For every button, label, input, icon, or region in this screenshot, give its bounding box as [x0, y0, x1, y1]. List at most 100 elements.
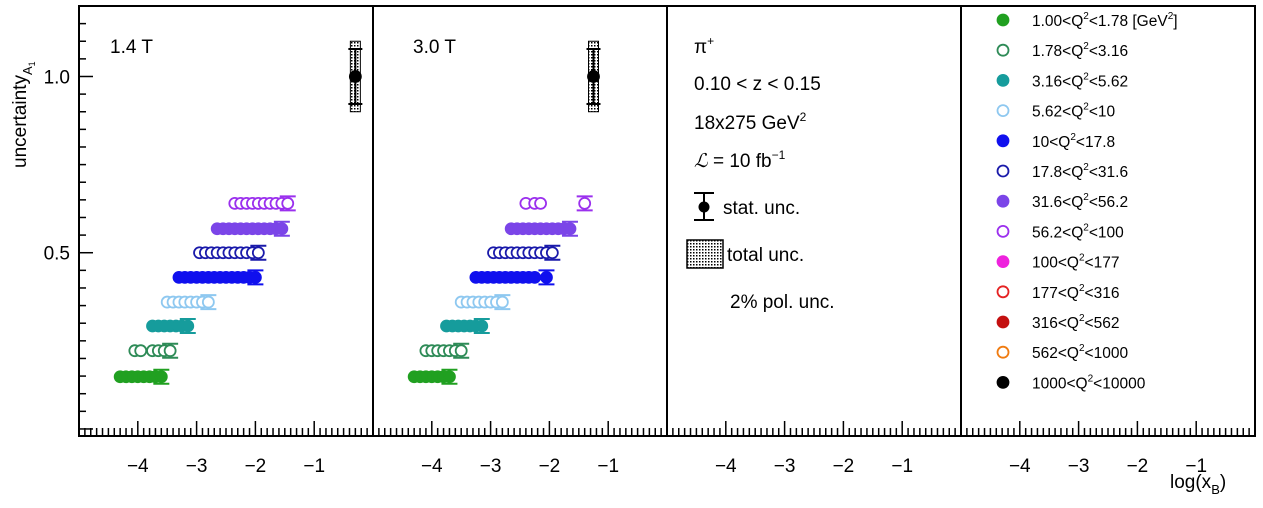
x-tick-label: −2 [539, 456, 561, 477]
legend-entry-part: 316<Q [1032, 315, 1079, 332]
legend-entry-part: <316 [1085, 285, 1120, 302]
x-tick-label: −3 [1068, 456, 1090, 477]
q2-legend: 1.00<Q2<1.78 [GeV2]1.78<Q2<3.163.16<Q2<5… [996, 11, 1178, 392]
legend-entry-part: <562 [1085, 315, 1120, 332]
legend-entry-part: 100<Q [1032, 255, 1079, 272]
info-lumi-sup: −1 [772, 148, 786, 162]
legend-entry: 100<Q2<177 [1032, 253, 1119, 272]
legend-entry-part: 1.78<Q [1032, 43, 1083, 60]
x-tick-label: −4 [421, 456, 443, 477]
y-axis-title-main: uncertainty [10, 75, 31, 168]
legend-marker [996, 194, 1010, 208]
legend-entry-part: 2 [1083, 11, 1089, 22]
data-point [578, 196, 592, 210]
legend-entry-part: <1.78 [GeV [1089, 13, 1169, 30]
total-unc-symbol [686, 239, 724, 269]
x-axis-title-main: log(x [1170, 472, 1212, 493]
data-point [563, 222, 577, 236]
legend-entry-part: <1000 [1085, 345, 1129, 362]
axis-tick-labels: −4 −3 −2 −1 −4 −3 −2 −1 −4 −3 −2 −1 −4 −3 −2 −1 0.5 1.0 [44, 67, 1207, 477]
legend-entry: 1.78<Q2<3.16 [1032, 41, 1128, 60]
panel-1-label: 1.4 T [110, 37, 153, 58]
legend-entry-part: <10000 [1093, 375, 1146, 392]
x-tick-label: −3 [186, 456, 208, 477]
info-particle-sup: + [707, 34, 714, 48]
x-tick-label: −2 [245, 456, 267, 477]
data-point [454, 344, 468, 358]
legend-marker [996, 375, 1010, 389]
y-tick-label: 1.0 [44, 67, 70, 88]
legend-entry: 10<Q2<17.8 [1032, 132, 1115, 151]
info-energy-sup: 2 [800, 110, 807, 124]
stat-unc-marker [698, 201, 710, 213]
data-point [348, 70, 362, 83]
legend-entry-part: 2 [1070, 132, 1076, 143]
data-point [163, 344, 177, 358]
legend-entry: 1.00<Q2<1.78 [GeV2] [1032, 11, 1178, 30]
legend-entry: 562<Q2<1000 [1032, 343, 1128, 362]
legend-entry-part: 17.8<Q [1032, 164, 1083, 181]
legend-entry-part: 1.00<Q [1032, 13, 1083, 30]
y-tick-label: 0.5 [44, 244, 70, 265]
legend-marker [996, 224, 1010, 238]
legend-marker [996, 134, 1010, 148]
legend-entry: 5.62<Q2<10 [1032, 102, 1116, 121]
legend-entry-part: 2 [1168, 11, 1174, 22]
data-point [181, 319, 195, 333]
legend-entry-part: ] [1173, 13, 1177, 30]
legend-entry-part: <10 [1089, 104, 1116, 121]
legend-entry-part: 2 [1083, 222, 1089, 233]
legend-marker [996, 74, 1010, 87]
total-unc-label: total unc. [727, 245, 804, 266]
x-axis-title-sub: B [1211, 482, 1220, 497]
pol-unc-label: 2% pol. unc. [730, 292, 835, 313]
legend-entry-part: 2 [1088, 373, 1094, 384]
panel-2-label: 3.0 T [413, 37, 456, 58]
x-tick-label: −1 [1185, 456, 1207, 477]
legend-entry-part: <177 [1085, 255, 1120, 272]
legend-entry-part: 2 [1079, 343, 1085, 354]
info-z-range: 0.10 < z < 0.15 [694, 74, 821, 95]
x-tick-label: −1 [303, 456, 325, 477]
legend-entry-part: 56.2<Q [1032, 224, 1083, 241]
legend-entry: 56.2<Q2<100 [1032, 222, 1124, 241]
data-point [281, 196, 295, 210]
legend-entry-part: 1000<Q [1032, 375, 1088, 392]
data-point [443, 370, 456, 384]
x-tick-label: −3 [480, 456, 502, 477]
panel-frame-4 [960, 5, 1256, 437]
legend-entry-part: 31.6<Q [1032, 194, 1083, 211]
data-point [154, 370, 168, 384]
legend-entry-part: <100 [1089, 224, 1124, 241]
x-axis-title-close: ) [1220, 472, 1226, 493]
data-point [248, 270, 262, 284]
data-point [201, 295, 215, 309]
legend-marker [996, 345, 1010, 359]
data-point [587, 70, 600, 83]
legend-entry-part: 10<Q [1032, 134, 1070, 151]
legend-entry: 17.8<Q2<31.6 [1032, 162, 1128, 181]
legend-entry-part: 2 [1083, 71, 1089, 82]
data-marks [113, 40, 601, 385]
data-point [540, 270, 553, 284]
legend-marker [996, 104, 1010, 117]
axis-ticks [78, 5, 1256, 436]
data-point [534, 196, 547, 210]
legend-entry: 177<Q2<316 [1032, 283, 1119, 302]
data-point [545, 246, 559, 260]
legend-entry-part: 2 [1079, 313, 1085, 324]
legend-marker [996, 285, 1010, 299]
x-tick-label: −1 [891, 456, 913, 477]
info-lumi-symbol: ℒ [694, 150, 709, 172]
legend-entry-part: 2 [1083, 162, 1089, 173]
x-tick-label: −3 [774, 456, 796, 477]
info-lumi-text: = 10 fb [708, 151, 772, 172]
x-tick-label: −1 [597, 456, 619, 477]
y-axis-title-sub: A [20, 66, 35, 75]
x-tick-label: −4 [127, 456, 149, 477]
data-point [528, 270, 542, 284]
y-axis-title: uncertaintyA1 [10, 61, 37, 168]
x-tick-label: −4 [715, 456, 737, 477]
